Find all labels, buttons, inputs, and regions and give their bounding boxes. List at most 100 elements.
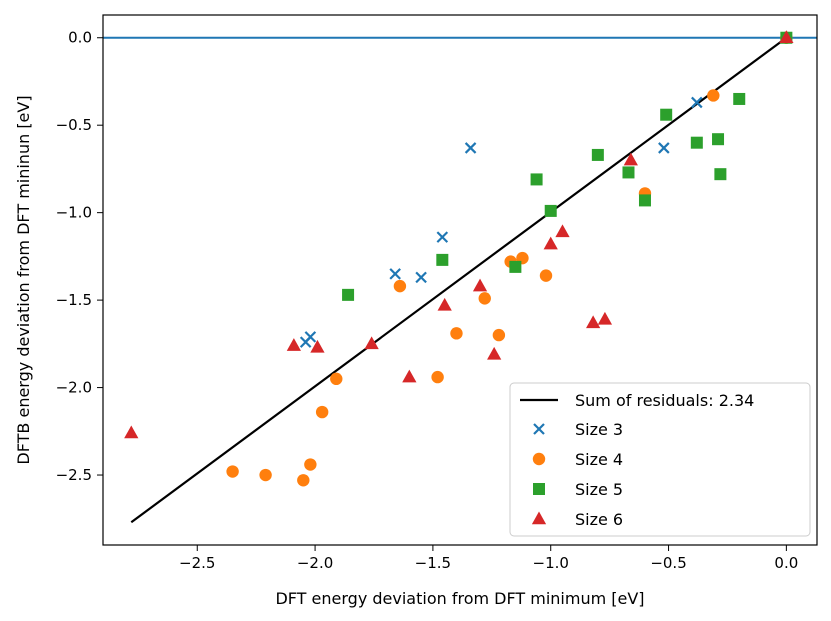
legend-frame	[509, 382, 811, 537]
legend-marker-stroke-b	[533, 423, 545, 435]
data-point-shape	[492, 328, 506, 342]
data-point	[259, 468, 272, 482]
data-point	[310, 339, 325, 353]
legend-marker-shape	[533, 483, 545, 495]
data-point	[364, 336, 379, 350]
data-point	[543, 236, 558, 250]
data-point-shape	[286, 338, 301, 351]
data-point-shape	[472, 278, 488, 292]
legend-label: Size 6	[575, 510, 623, 529]
data-point	[622, 166, 635, 179]
data-point	[304, 331, 317, 343]
legend-label: Size 5	[575, 480, 623, 499]
data-point-shape	[623, 152, 638, 166]
series-size-6	[124, 30, 794, 439]
x-tick-label: −2.0	[297, 554, 333, 572]
data-point	[315, 405, 329, 419]
data-point-shape	[712, 133, 725, 146]
data-point	[286, 338, 301, 351]
data-point-shape	[402, 369, 417, 383]
data-point	[555, 224, 570, 238]
data-point	[402, 369, 417, 383]
legend-marker	[532, 452, 546, 466]
data-point	[539, 269, 553, 282]
y-tick-label: 0.0	[68, 29, 92, 47]
data-point-shape	[539, 269, 553, 282]
data-point-shape	[591, 148, 604, 161]
data-point-shape	[431, 370, 444, 384]
data-point-shape	[487, 346, 502, 360]
data-point-stroke-b	[436, 231, 449, 243]
data-point-shape	[437, 297, 452, 311]
data-point	[415, 271, 427, 284]
data-point	[623, 152, 638, 166]
data-point	[297, 474, 310, 487]
data-point	[660, 108, 673, 121]
data-point-shape	[226, 465, 239, 478]
data-point-shape	[707, 89, 720, 102]
data-point-shape	[660, 108, 673, 121]
data-point-shape	[530, 173, 543, 186]
data-point	[691, 96, 703, 109]
data-point-shape	[342, 288, 355, 301]
data-point-shape	[436, 253, 449, 266]
data-point-shape	[622, 166, 635, 179]
data-point	[591, 148, 604, 161]
data-point	[492, 328, 506, 342]
y-axis: 0.0 −0.5 −1.0 −1.5 −2.0 −2.5	[56, 29, 103, 484]
data-point	[597, 311, 613, 325]
x-tick-label: −2.5	[179, 554, 215, 572]
x-tick-label: 0.0	[774, 554, 798, 572]
x-axis: −2.5 −2.0 −1.5 −1.0 −0.5 0.0	[179, 545, 798, 572]
legend-marker-shape	[531, 511, 547, 525]
data-point	[464, 142, 477, 154]
data-point	[436, 253, 449, 266]
legend-marker-shape	[532, 452, 546, 466]
data-point	[450, 327, 463, 340]
data-point	[733, 92, 746, 105]
data-point-shape	[690, 136, 703, 149]
data-point	[530, 173, 543, 186]
data-point-shape	[543, 236, 558, 250]
data-point-shape	[597, 311, 613, 325]
data-point	[712, 133, 725, 146]
y-tick-label: −2.5	[56, 466, 92, 484]
data-point	[586, 315, 601, 329]
data-point	[638, 194, 651, 207]
data-point	[544, 204, 557, 217]
data-point-stroke-b	[658, 142, 670, 154]
legend-label: Size 4	[575, 450, 623, 469]
y-axis-label: DFTB energy deviation from DFT mininun […	[14, 95, 33, 464]
legend-marker	[533, 483, 545, 495]
data-point-shape	[586, 315, 601, 329]
data-point-shape	[259, 468, 272, 482]
legend-marker	[533, 423, 545, 435]
data-point	[509, 260, 522, 273]
data-point	[437, 297, 452, 311]
data-point-stroke-b	[691, 96, 703, 109]
data-point-stroke-b	[464, 142, 477, 154]
series-size-3	[299, 31, 793, 348]
y-tick-label: −2.0	[56, 379, 92, 397]
data-point	[436, 231, 449, 243]
data-point	[658, 142, 670, 154]
axes-frame	[102, 14, 818, 546]
data-point-shape	[450, 327, 463, 340]
data-point	[690, 136, 703, 149]
data-point	[393, 279, 407, 293]
x-tick-label: −1.0	[533, 554, 569, 572]
data-point-shape	[393, 279, 407, 293]
data-point-shape	[315, 405, 329, 419]
data-point	[714, 168, 727, 181]
data-point	[389, 268, 401, 280]
data-point-shape	[733, 92, 746, 105]
y-tick-label: −0.5	[56, 116, 92, 134]
x-axis-label: DFT energy deviation from DFT minimum [e…	[275, 589, 644, 608]
data-point	[330, 372, 343, 386]
plot-area	[103, 30, 817, 524]
y-tick-label: −1.5	[56, 291, 92, 309]
data-point-shape	[310, 339, 325, 353]
legend: Sum of residuals: 2.34 Size 3 Size 4 Size …	[509, 382, 811, 537]
data-point	[707, 89, 720, 102]
data-point-shape	[544, 204, 557, 217]
